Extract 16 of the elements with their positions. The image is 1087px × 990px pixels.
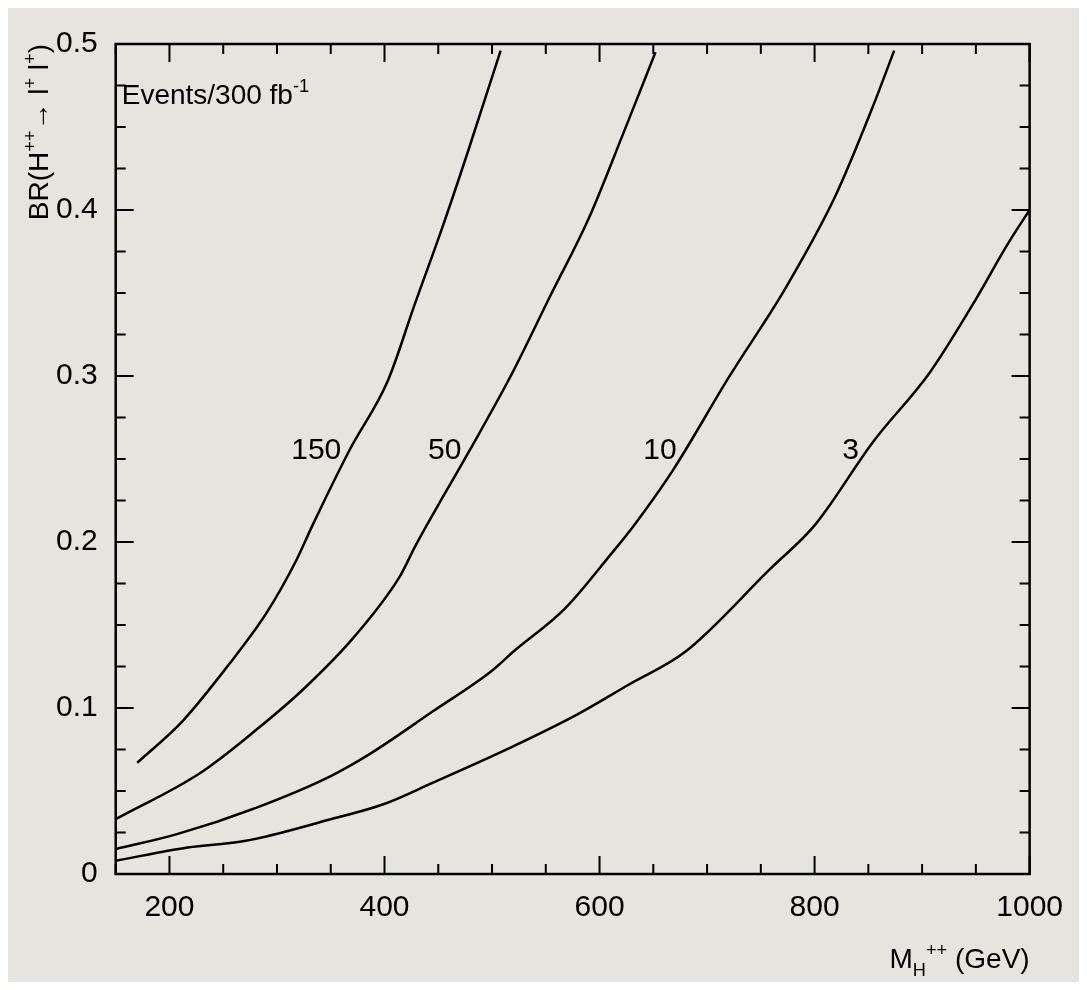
y-tick-label: 0 — [81, 855, 98, 889]
x-tick-label: 800 — [789, 889, 840, 923]
series-label: 150 — [291, 431, 342, 465]
x-tick-label: 600 — [574, 889, 625, 923]
series-label: 3 — [842, 431, 859, 465]
y-tick-label: 0.1 — [55, 689, 98, 723]
y-axis-title: BR(H++→ l+ l+) — [20, 44, 54, 221]
x-tick-label: 200 — [144, 889, 195, 923]
x-tick-label: 1000 — [996, 889, 1064, 923]
series-label: 50 — [428, 431, 462, 465]
y-tick-label: 0.5 — [55, 25, 98, 59]
y-tick-label: 0.2 — [55, 523, 98, 557]
y-tick-label: 0.4 — [55, 191, 98, 225]
x-tick-label: 400 — [359, 889, 410, 923]
y-tick-label: 0.3 — [55, 357, 98, 391]
series-label: 10 — [643, 431, 677, 465]
